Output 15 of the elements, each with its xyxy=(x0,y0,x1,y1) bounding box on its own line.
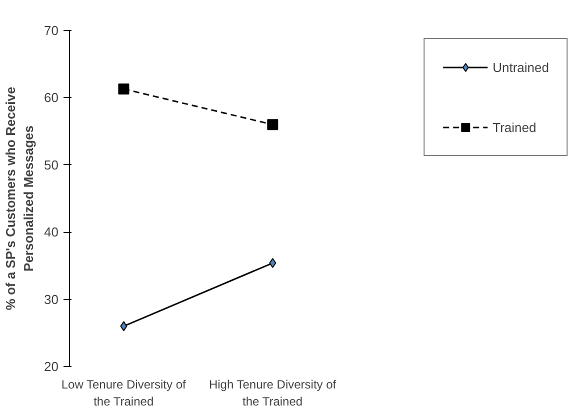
y-tick-label: 40 xyxy=(44,224,59,240)
point xyxy=(267,119,278,130)
y-tick-label: 50 xyxy=(44,157,59,172)
x-tick-label: Low Tenure Diversity of the Trained xyxy=(61,378,187,408)
point xyxy=(118,83,130,94)
legend-label: Untrained xyxy=(492,60,549,74)
y-tick-label: 60 xyxy=(44,90,59,106)
y-tick-label: 70 xyxy=(44,23,59,38)
y-tick-label: 30 xyxy=(44,292,59,307)
point xyxy=(269,258,276,268)
y-axis-title: % of a SP's Customers who Receive Personalized Messages xyxy=(3,86,36,310)
point xyxy=(120,321,128,332)
y-tick-label: 20 xyxy=(44,359,59,374)
x-tick-label: High Tenure Diversity of the Trained xyxy=(208,378,337,408)
legend-label: Trained xyxy=(492,120,536,134)
